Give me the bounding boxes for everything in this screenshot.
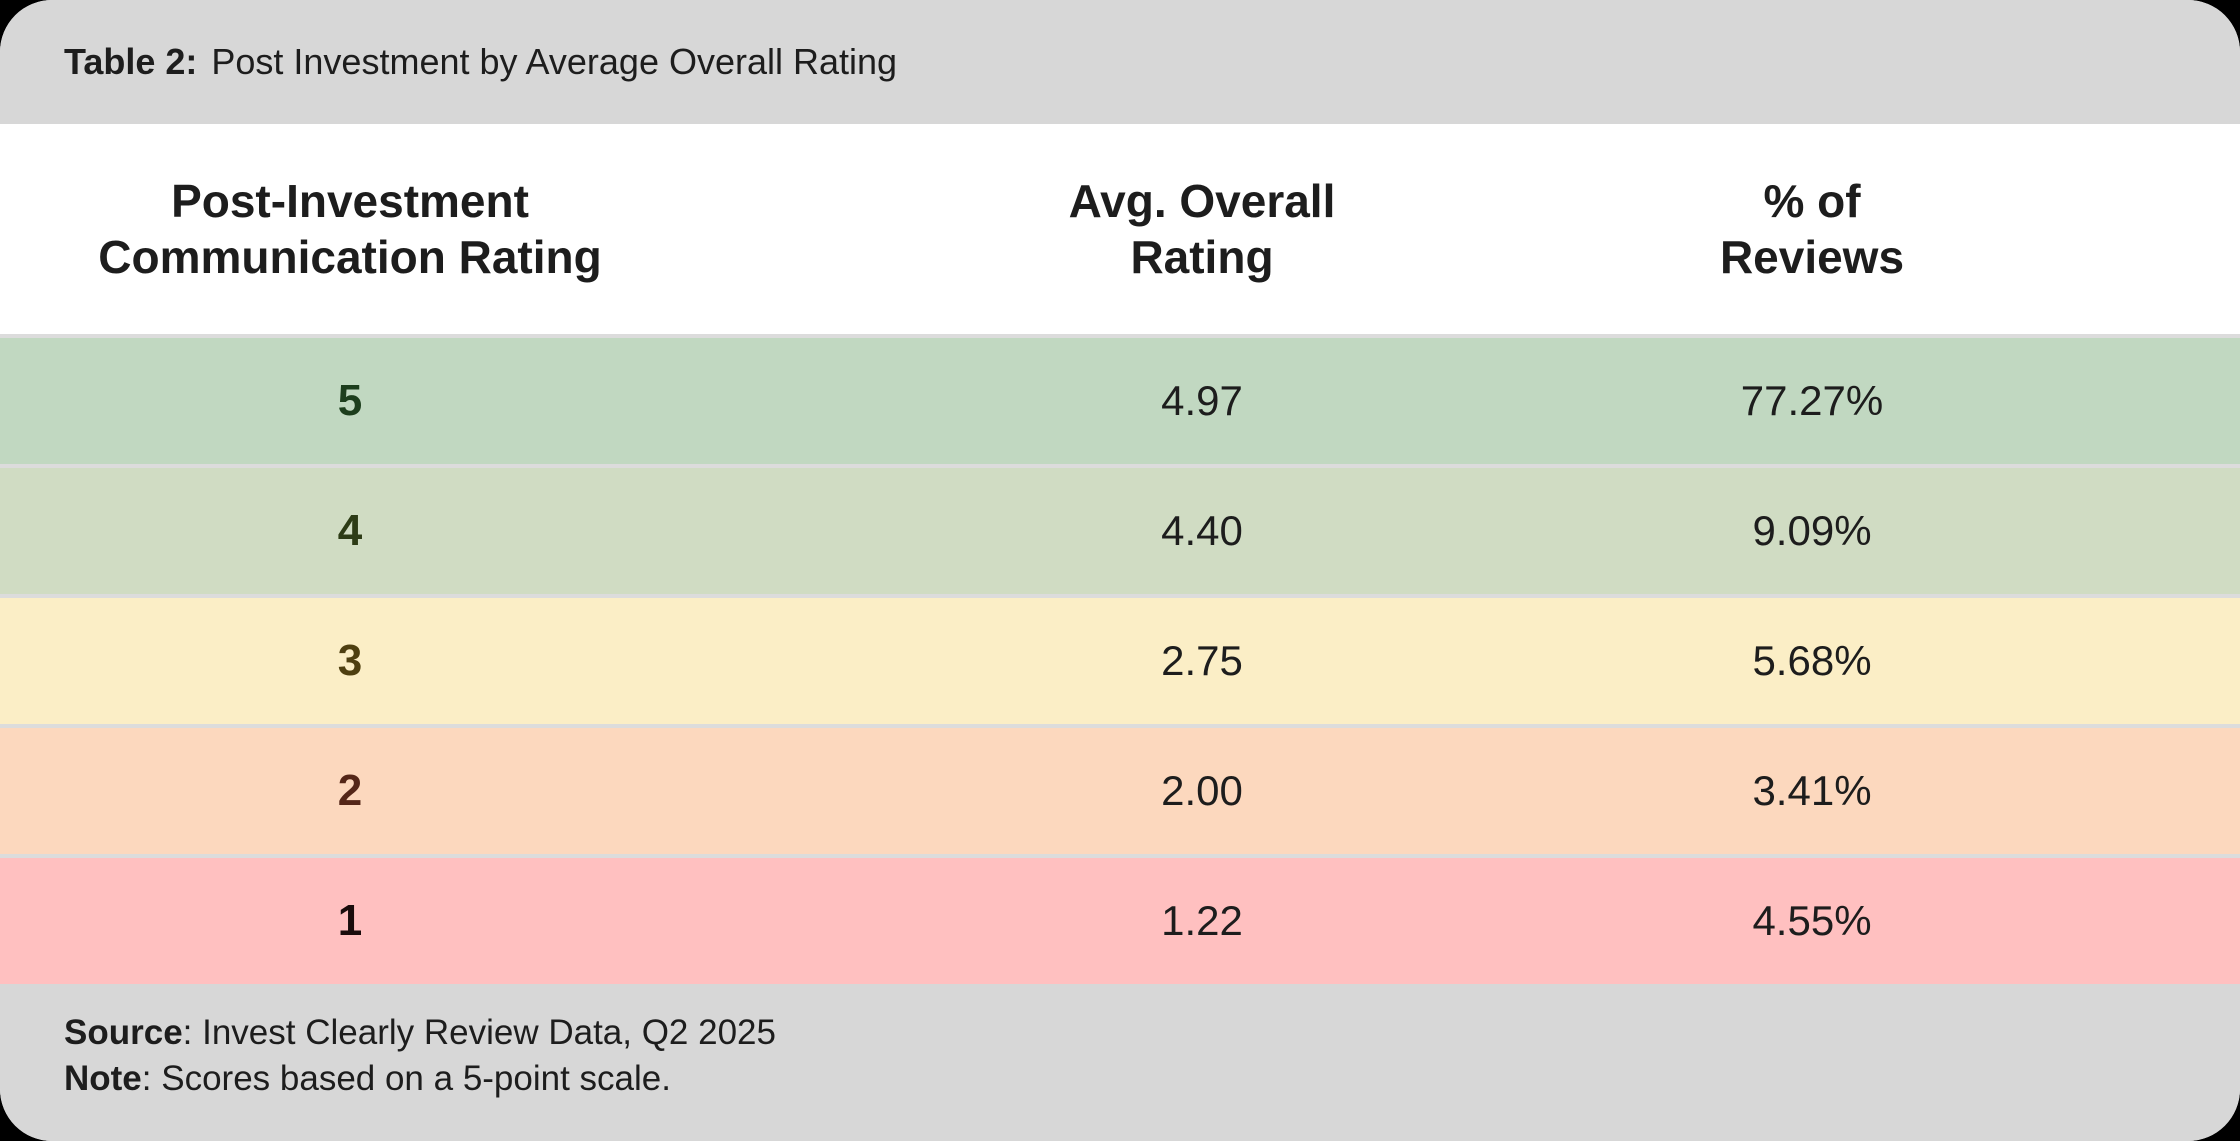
table-number-label: Table 2: [64,41,198,82]
rating-cell: 2 [337,766,363,815]
table-row: 2 2.00 3.41% [0,724,2240,854]
rating-cell: 4 [337,506,363,555]
table-footnote: Source: Invest Clearly Review Data, Q2 2… [0,984,2240,1141]
table-row: 4 4.40 9.09% [0,464,2240,594]
table-body: 5 4.97 77.27% 4 4.40 9.09% 3 2.75 5.68% … [0,334,2240,984]
avg-rating-cell: 4.40 [1161,507,1243,554]
note-line: Note: Scores based on a 5-point scale. [64,1056,2176,1102]
column-header-pct-of-reviews: % of Reviews [1719,174,1905,283]
table-header-row: Post-Investment Communication Rating Avg… [0,124,2240,334]
table-row: 3 2.75 5.68% [0,594,2240,724]
pct-reviews-cell: 77.27% [1740,377,1884,424]
table-title-bar: Table 2: Post Investment by Average Over… [0,0,2240,124]
rating-cell: 1 [337,896,363,945]
source-label: Source [64,1013,183,1052]
source-text: : Invest Clearly Review Data, Q2 2025 [182,1013,776,1052]
rating-cell: 5 [337,376,363,425]
avg-rating-cell: 2.00 [1161,767,1243,814]
pct-reviews-cell: 4.55% [1752,897,1872,944]
rating-cell: 3 [337,636,363,685]
column-header-communication-rating: Post-Investment Communication Rating [98,174,602,283]
table-row: 5 4.97 77.27% [0,334,2240,464]
table-title-text: Post Investment by Average Overall Ratin… [211,41,898,82]
pct-reviews-cell: 5.68% [1752,637,1872,684]
source-line: Source: Invest Clearly Review Data, Q2 2… [64,1010,2176,1056]
avg-rating-cell: 2.75 [1161,637,1243,684]
pct-reviews-cell: 9.09% [1752,507,1872,554]
avg-rating-cell: 4.97 [1161,377,1243,424]
avg-rating-cell: 1.22 [1161,897,1243,944]
note-label: Note [64,1058,142,1098]
column-header-avg-overall-rating: Avg. Overall Rating [1068,174,1336,283]
table-row: 1 1.22 4.55% [0,854,2240,984]
pct-reviews-cell: 3.41% [1752,767,1872,814]
note-text: : Scores based on a 5-point scale. [141,1058,671,1098]
